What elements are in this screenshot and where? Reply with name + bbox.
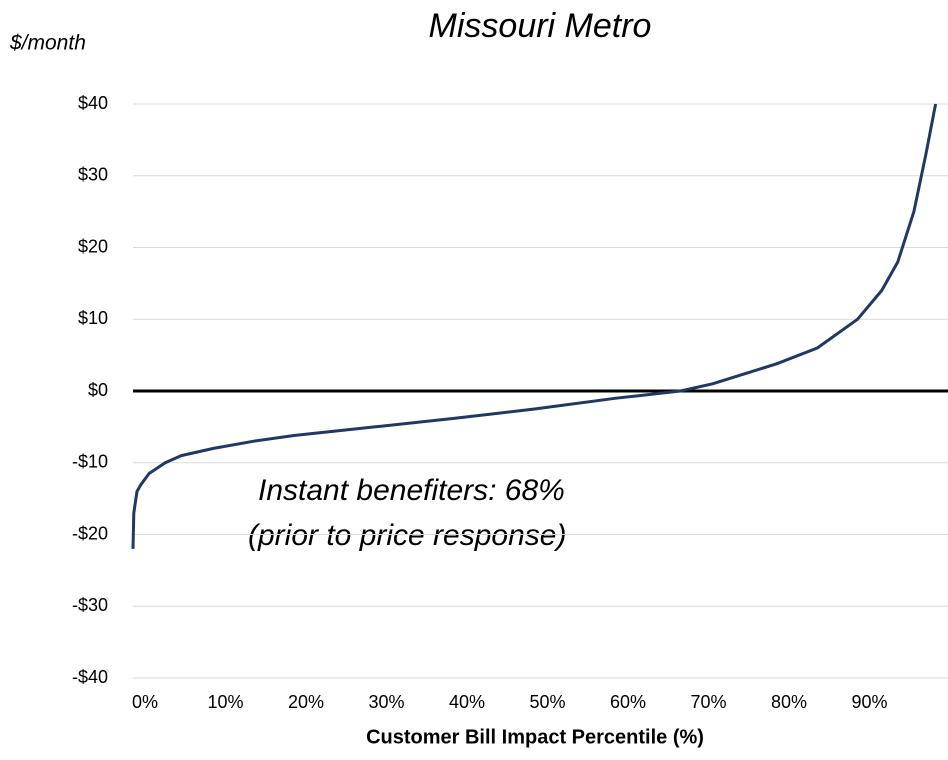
y-tick-label: -$10 [72, 452, 108, 472]
y-tick-label: -$40 [72, 667, 108, 687]
y-tick-label: $40 [78, 93, 108, 113]
x-axis-label: Customer Bill Impact Percentile (%) [366, 726, 704, 748]
y-tick-label: -$20 [72, 523, 108, 543]
x-tick-label: 80% [771, 692, 807, 712]
annotation: Instant benefiters: 68% [258, 474, 565, 507]
y-tick-label: $10 [78, 308, 108, 328]
y-axis-label: $/month [9, 32, 86, 55]
y-tick-label: $20 [78, 236, 108, 256]
x-tick-label: 70% [690, 692, 726, 712]
x-tick-label: 20% [288, 692, 324, 712]
x-tick-label: 60% [610, 692, 646, 712]
x-tick-label: 90% [851, 692, 887, 712]
y-tick-label: $0 [88, 380, 108, 400]
x-tick-label: 30% [368, 692, 404, 712]
x-tick-label: 0% [132, 692, 158, 712]
y-tick-label: -$30 [72, 595, 108, 615]
x-tick-label: 50% [529, 692, 565, 712]
x-tick-label: 10% [207, 692, 243, 712]
annotation: (prior to price response) [248, 519, 566, 552]
data-line [131, 103, 938, 549]
chart-title: Missouri Metro [429, 7, 652, 45]
x-tick-label: 40% [449, 692, 485, 712]
y-tick-label: $30 [78, 165, 108, 185]
